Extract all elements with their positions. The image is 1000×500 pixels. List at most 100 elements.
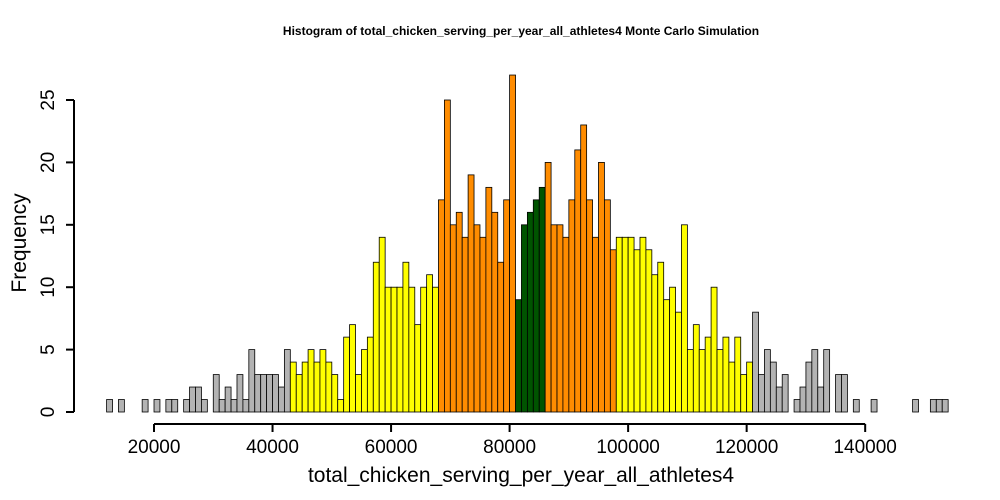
y-axis-label: Frequency <box>8 193 31 293</box>
histogram-bar <box>775 386 783 413</box>
histogram-bar <box>639 236 647 413</box>
histogram-bar <box>485 186 493 413</box>
histogram-bar <box>941 399 949 413</box>
histogram-bar <box>580 124 588 413</box>
histogram-bar <box>396 286 404 413</box>
histogram-bar <box>479 236 487 413</box>
histogram-bar <box>195 386 202 413</box>
histogram-bar <box>870 399 878 413</box>
histogram-bar <box>769 361 777 413</box>
histogram-bar <box>515 299 522 413</box>
histogram-bar <box>307 349 315 413</box>
histogram-bar <box>645 249 653 413</box>
histogram-bar <box>467 174 475 413</box>
histogram-bar <box>165 399 173 413</box>
histogram-bar <box>698 349 706 413</box>
histogram-bar <box>568 199 576 413</box>
histogram-bar <box>455 211 463 413</box>
histogram-bar <box>609 249 617 413</box>
x-tick-label: 140000 <box>833 437 896 458</box>
histogram-bar <box>183 399 190 413</box>
histogram-bar <box>752 311 759 413</box>
x-axis: 20000 40000 60000 80000 100000 120000 140000 <box>128 423 897 458</box>
histogram-bar <box>118 399 125 413</box>
histogram-bar <box>319 349 327 413</box>
histogram-bar <box>852 399 860 413</box>
histogram-bar <box>912 399 919 413</box>
histogram-bar <box>473 224 481 413</box>
histogram-bar <box>212 374 220 413</box>
chart-title: Histogram of total_chicken_serving_per_y… <box>283 24 759 38</box>
x-tick-label: 100000 <box>596 437 659 458</box>
x-tick-label: 120000 <box>715 437 778 458</box>
y-tick-label: 25 <box>38 89 59 110</box>
histogram-bar <box>722 336 730 413</box>
histogram-bar <box>497 261 505 413</box>
histogram-bar <box>532 199 540 413</box>
histogram-bar <box>503 199 511 413</box>
histogram-bar <box>461 236 469 413</box>
histogram-bar <box>509 74 516 413</box>
histogram-bar <box>627 236 635 413</box>
histogram-bar <box>372 261 380 413</box>
histogram-bar <box>586 199 593 413</box>
histogram-bar <box>598 161 605 413</box>
histogram-bar <box>758 374 765 413</box>
histogram-bar <box>153 399 161 413</box>
histogram-bar <box>420 286 428 413</box>
histogram-bar <box>361 349 368 413</box>
histogram-bar <box>301 361 309 413</box>
x-tick-label: 60000 <box>365 437 418 458</box>
histogram-bar <box>811 349 819 413</box>
histogram-bar <box>669 286 676 413</box>
y-axis: 0 5 10 15 20 25 <box>38 89 75 418</box>
histogram-bar <box>289 361 297 413</box>
histogram-bar <box>242 399 250 413</box>
histogram-bar <box>663 299 671 413</box>
histogram-bar <box>728 361 736 413</box>
histogram-bar <box>414 324 422 413</box>
histogram-bars <box>106 74 949 413</box>
histogram-bar <box>390 286 398 413</box>
histogram-bar <box>592 236 599 413</box>
histogram-bar <box>929 399 937 413</box>
y-tick-label: 0 <box>38 407 59 418</box>
histogram-bar <box>402 261 410 413</box>
histogram-bar <box>746 361 753 413</box>
histogram-bar <box>835 374 842 413</box>
histogram-bar <box>710 286 718 413</box>
histogram-bar <box>734 336 742 413</box>
histogram-bar <box>366 336 374 413</box>
histogram-bar <box>260 374 268 413</box>
y-tick-label: 10 <box>38 277 59 298</box>
histogram-bar <box>295 374 303 413</box>
histogram-bar <box>817 386 825 413</box>
histogram-bar <box>740 374 748 413</box>
x-tick-label: 80000 <box>483 437 536 458</box>
histogram-bar <box>562 236 570 413</box>
histogram-bar <box>799 386 807 413</box>
histogram-bar <box>841 374 848 413</box>
x-axis-label: total_chicken_serving_per_year_all_athle… <box>308 464 734 487</box>
histogram-bar <box>189 386 196 413</box>
histogram-bar <box>426 274 433 413</box>
histogram-bar <box>621 236 629 413</box>
histogram-bar <box>432 286 439 413</box>
histogram-bar <box>266 374 273 413</box>
histogram-bar <box>278 386 285 413</box>
histogram-bar <box>604 199 611 413</box>
histogram-bar <box>272 374 279 413</box>
histogram-bar <box>716 349 724 413</box>
histogram-bar <box>935 399 943 413</box>
histogram-bar <box>313 361 321 413</box>
histogram-bar <box>141 399 149 413</box>
histogram-bar <box>355 374 362 413</box>
histogram-bar <box>384 286 392 413</box>
histogram-bar <box>615 236 623 413</box>
histogram-bar <box>556 224 564 413</box>
histogram-bar <box>686 349 694 413</box>
histogram-bar <box>491 211 499 413</box>
histogram-bar <box>651 274 659 413</box>
histogram-bar <box>657 261 665 413</box>
x-tick-label: 20000 <box>128 437 181 458</box>
